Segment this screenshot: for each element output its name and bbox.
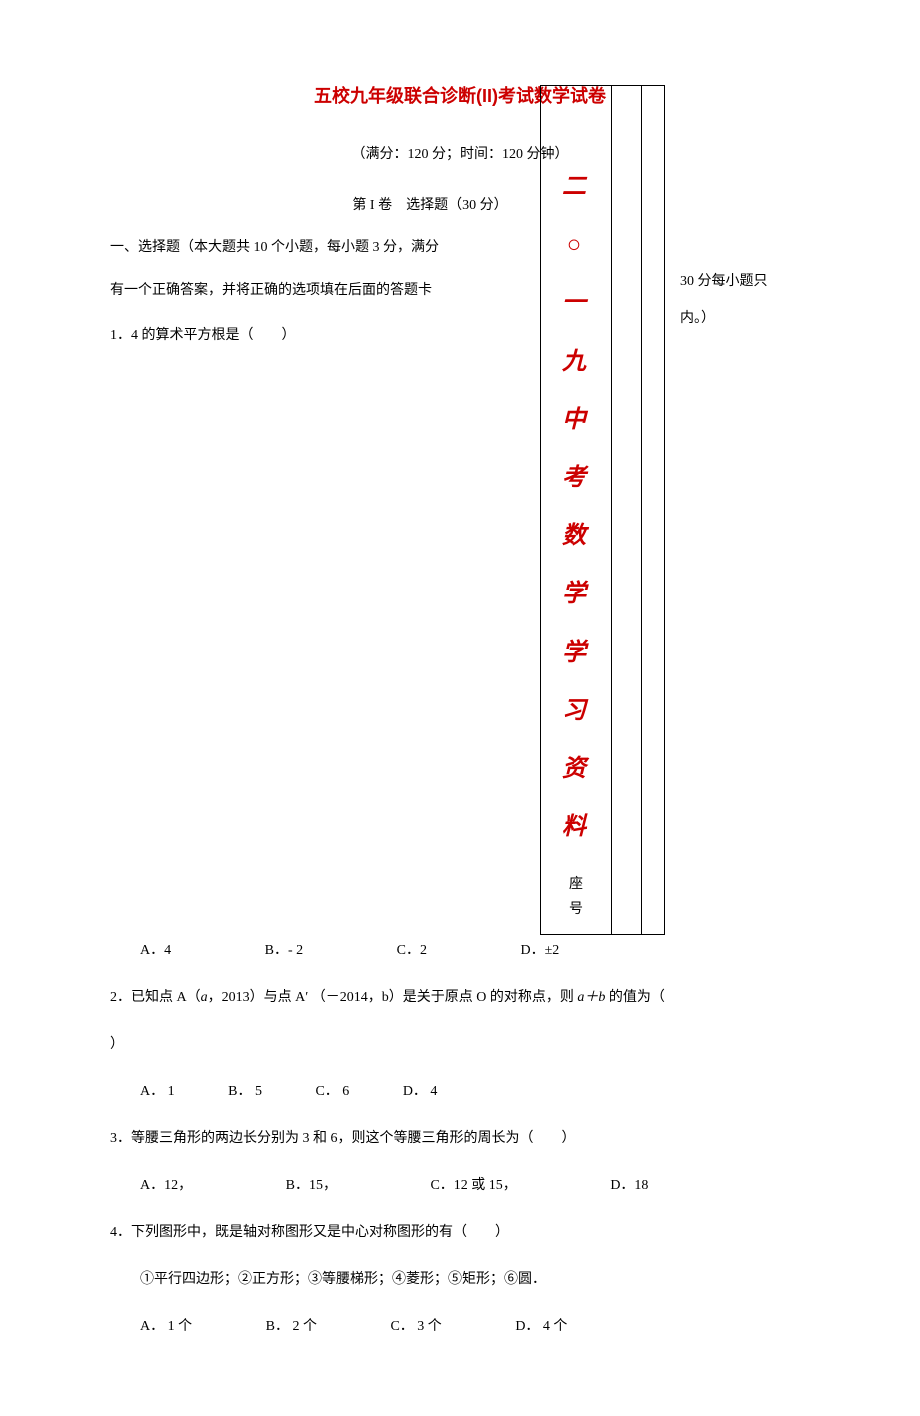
intro-right-fragment-1: 30 分每小题只 (680, 269, 768, 294)
vertical-char: 考 (559, 457, 589, 500)
vertical-char: 学 (559, 573, 589, 616)
vertical-char: 资 (559, 748, 589, 791)
intro-right-fragment-2: 内。） (680, 306, 715, 331)
q1-option-d: D．±2 (520, 943, 559, 958)
vertical-char: ○ (559, 224, 589, 267)
question-2-options: A． 1 B． 5 C． 6 D． 4 (110, 1074, 810, 1109)
question-1-text: 1．4 的算术平方根是（ ） (110, 318, 530, 353)
q3-option-d: D．18 (610, 1178, 648, 1193)
q1-option-c: C．2 (397, 933, 427, 968)
question-2-close: ） (110, 1027, 810, 1062)
side-box-divider-2 (641, 86, 642, 934)
seat-number-label: 座 号 (561, 872, 591, 922)
vertical-banner: 二 ○ 一 九 中 考 数 学 学 习 资 料 (559, 166, 589, 864)
q4-option-c: C． 3 个 (390, 1309, 441, 1344)
seat-char-1: 座 (561, 872, 591, 897)
q3-option-c: C．12 或 15， (430, 1168, 516, 1203)
vertical-char: 数 (559, 515, 589, 558)
q1-option-b: B．- 2 (265, 933, 304, 968)
q3-option-b: B．15， (286, 1168, 337, 1203)
q2-option-d: D． 4 (403, 1084, 438, 1099)
q2-option-c: C． 6 (315, 1074, 349, 1109)
intro-line-1: 一、选择题（本大题共 10 个小题，每小题 3 分，满分 (110, 233, 530, 264)
vertical-char: 一 (559, 282, 589, 325)
exam-title: 五校九年级联合诊断(II)考试数学试卷 (110, 80, 810, 112)
q2-option-b: B． 5 (228, 1074, 262, 1109)
question-4-text: 4．下列图形中，既是轴对称图形又是中心对称图形的有（ ） (110, 1215, 810, 1250)
question-2-text: 2．已知点 A（a，2013）与点 A′ （－2014，b）是关于原点 O 的对… (110, 980, 810, 1015)
q4-option-b: B． 2 个 (266, 1309, 317, 1344)
question-4-options: A． 1 个 B． 2 个 C． 3 个 D． 4 个 (110, 1309, 810, 1344)
intro-line-2: 有一个正确答案，并将正确的选项填在后面的答题卡 (110, 276, 530, 307)
question-4-shapes: ①平行四边形；②正方形；③等腰梯形；④菱形；⑤矩形；⑥圆． (110, 1262, 810, 1297)
section-header: 第 I 卷 选择题（30 分） (280, 193, 580, 218)
side-box-divider-1 (611, 86, 612, 934)
q4-option-a: A． 1 个 (140, 1309, 192, 1344)
vertical-char: 习 (559, 690, 589, 733)
exam-subtitle: （满分：120 分；时间：120 分钟） (110, 142, 810, 167)
question-3-options: A．12， B．15， C．12 或 15， D．18 (110, 1168, 810, 1203)
seat-char-2: 号 (561, 897, 591, 922)
vertical-char: 二 (559, 166, 589, 209)
vertical-char: 学 (559, 632, 589, 675)
vertical-char: 中 (559, 399, 589, 442)
exam-side-box: 二 ○ 一 九 中 考 数 学 学 习 资 料 座 号 (540, 85, 665, 935)
q1-option-a: A．4 (140, 933, 171, 968)
vertical-char: 料 (559, 806, 589, 849)
q4-option-d: D． 4 个 (515, 1319, 567, 1334)
q2-option-a: A． 1 (140, 1074, 175, 1109)
question-1-options: A．4 B．- 2 C．2 D．±2 (110, 933, 810, 968)
question-3-text: 3．等腰三角形的两边长分别为 3 和 6，则这个等腰三角形的周长为（ ） (110, 1121, 810, 1156)
vertical-char: 九 (559, 341, 589, 384)
q3-option-a: A．12， (140, 1168, 192, 1203)
